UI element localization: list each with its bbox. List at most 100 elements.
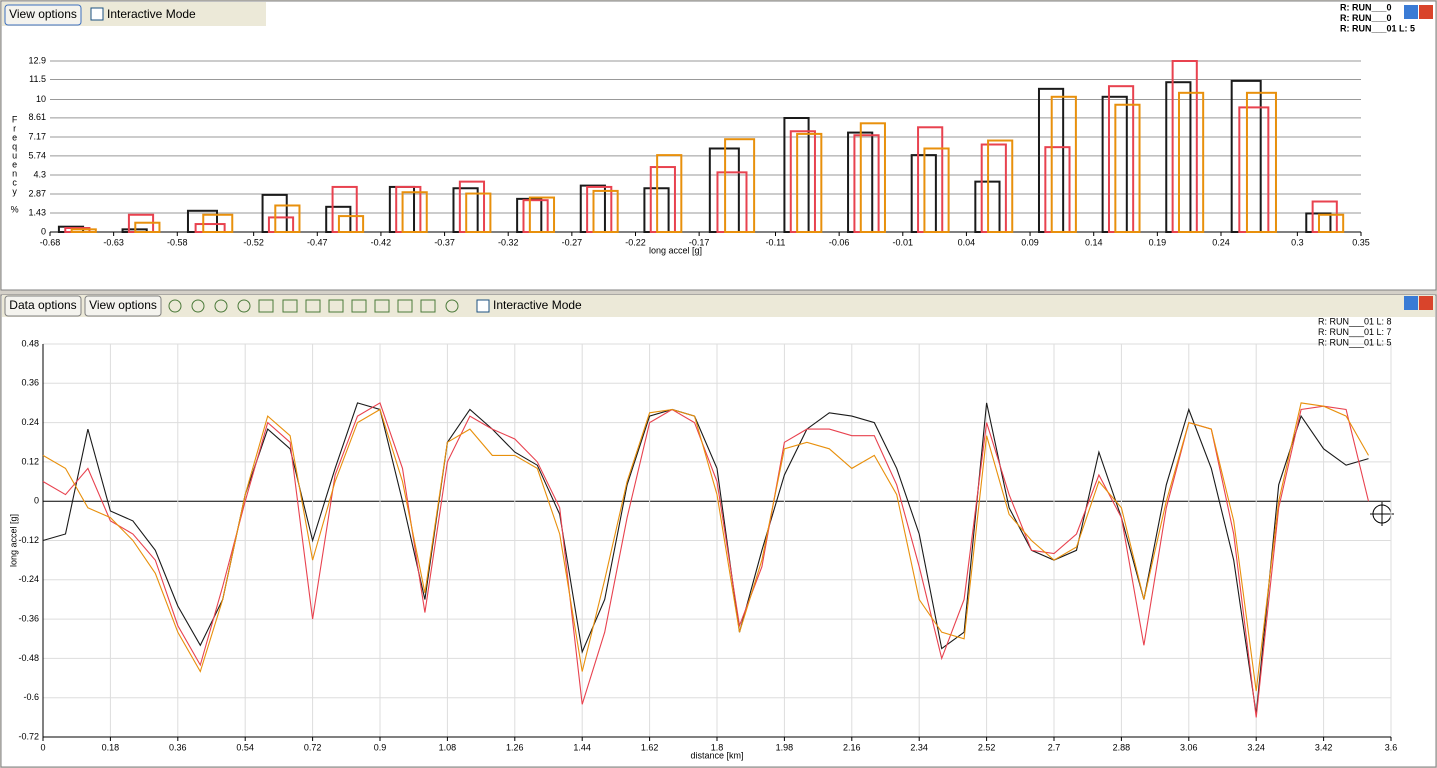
y-tick-label: 8.61 xyxy=(28,112,46,122)
histogram-bar xyxy=(401,191,428,233)
histogram-bar xyxy=(1317,213,1345,233)
button-label[interactable]: View options xyxy=(9,7,77,21)
pan-icon[interactable] xyxy=(328,299,344,313)
x-axis-label: distance [km] xyxy=(690,750,743,760)
checkbox[interactable] xyxy=(476,299,490,313)
button-label[interactable]: View options xyxy=(89,298,157,312)
zoom-icon[interactable] xyxy=(168,299,182,313)
histogram-bar xyxy=(1177,91,1205,234)
y-tick-label: 0.36 xyxy=(21,378,39,388)
histogram-bar xyxy=(70,228,97,233)
x-tick-label: 1.26 xyxy=(506,742,524,752)
move-icon[interactable] xyxy=(1404,5,1418,19)
x-tick-label: 0.36 xyxy=(169,742,187,752)
x-tick-label: 3.6 xyxy=(1385,742,1398,752)
legend-entry: R: RUN___0 xyxy=(1340,2,1392,12)
x-tick-label: 1.62 xyxy=(641,742,659,752)
legend-entry: R: RUN___0 xyxy=(1340,13,1392,23)
x-tick-label: 2.88 xyxy=(1113,742,1131,752)
y-tick-label: -0.6 xyxy=(23,692,39,702)
y-tick-label: 0.24 xyxy=(21,417,39,427)
y-tick-label: 7.17 xyxy=(28,131,46,141)
x-tick-label: 0.18 xyxy=(102,742,120,752)
y-tick-label: 0 xyxy=(34,496,39,506)
histogram-bar xyxy=(987,139,1014,233)
y-tick-label: -0.24 xyxy=(18,574,39,584)
axis-icon[interactable] xyxy=(374,299,390,313)
x-tick-label: -0.47 xyxy=(307,237,328,247)
x-tick-label: -0.27 xyxy=(562,237,583,247)
legend-entry: R: RUN___01 L: 7 xyxy=(1318,327,1392,337)
axis-icon[interactable] xyxy=(351,299,367,313)
close-icon[interactable] xyxy=(1419,296,1433,310)
y-tick-label: -0.48 xyxy=(18,653,39,663)
pan-icon[interactable] xyxy=(282,299,298,313)
checkbox-label[interactable]: Interactive Mode xyxy=(493,298,582,312)
legend-entry: R: RUN___01 L: 8 xyxy=(1318,316,1392,326)
button-label[interactable]: Data options xyxy=(9,298,76,312)
bottom-panel xyxy=(0,294,1437,768)
histogram-bar xyxy=(1114,103,1141,233)
histogram-bar xyxy=(202,213,234,233)
axis-icon[interactable] xyxy=(420,299,436,313)
x-tick-label: 0.54 xyxy=(236,742,254,752)
histogram-bar xyxy=(465,192,492,233)
x-tick-label: -0.63 xyxy=(103,237,124,247)
x-tick-label: 0.72 xyxy=(304,742,322,752)
x-tick-label: -0.06 xyxy=(829,237,850,247)
y-tick-label: 0.12 xyxy=(21,456,39,466)
data-options-button[interactable] xyxy=(4,295,82,317)
view-options-button[interactable] xyxy=(84,295,162,317)
x-tick-label: -0.17 xyxy=(689,237,710,247)
x-tick-label: 2.34 xyxy=(910,742,928,752)
zoom-out-icon[interactable] xyxy=(237,299,251,313)
axis-icon[interactable] xyxy=(397,299,413,313)
x-axis-label: long accel [g] xyxy=(649,245,702,255)
zoom-icon[interactable] xyxy=(191,299,205,313)
bottom-toolbar xyxy=(2,295,1435,317)
histogram-bar xyxy=(528,196,556,233)
x-tick-label: 0.9 xyxy=(374,742,387,752)
y-tick-label: 10 xyxy=(36,94,46,104)
x-tick-label: 0.19 xyxy=(1149,237,1167,247)
x-tick-label: -0.32 xyxy=(498,237,519,247)
y-tick-label: -0.36 xyxy=(18,613,39,623)
x-tick-label: 2.16 xyxy=(843,742,861,752)
x-tick-label: 0.14 xyxy=(1085,237,1103,247)
legend-entry: R: RUN___01 L: 5 xyxy=(1318,337,1392,347)
y-tick-label: 0.48 xyxy=(21,338,39,348)
pan-icon[interactable] xyxy=(305,299,321,313)
x-tick-label: 2.52 xyxy=(978,742,996,752)
histogram-bar xyxy=(592,189,619,234)
histogram-bar xyxy=(923,147,950,233)
y-tick-label: 4.3 xyxy=(33,169,46,179)
checkbox[interactable] xyxy=(90,7,104,21)
y-axis-label: Frequency % xyxy=(10,115,20,214)
histogram-bar xyxy=(724,138,756,233)
x-tick-label: -0.68 xyxy=(40,237,61,247)
y-tick-label: 5.74 xyxy=(28,150,46,160)
x-tick-label: 2.7 xyxy=(1048,742,1061,752)
histogram-bar xyxy=(337,215,365,233)
checkbox-label[interactable]: Interactive Mode xyxy=(107,7,196,21)
view-options-button[interactable] xyxy=(4,4,82,26)
zoom-in-icon[interactable] xyxy=(214,299,228,313)
y-tick-label: -0.72 xyxy=(18,731,39,741)
toolbar-icons xyxy=(168,299,459,313)
histogram-bar xyxy=(274,204,301,233)
histogram-bar xyxy=(796,132,823,234)
pan-icon[interactable] xyxy=(258,299,274,313)
move-icon[interactable] xyxy=(1404,296,1418,310)
y-tick-label: 0 xyxy=(41,226,46,236)
y-tick-label: 2.87 xyxy=(28,188,46,198)
x-tick-label: -0.11 xyxy=(766,237,786,247)
x-tick-label: -0.01 xyxy=(893,237,914,247)
histogram-bar xyxy=(1245,91,1277,234)
reset-icon[interactable] xyxy=(445,299,459,313)
close-icon[interactable] xyxy=(1419,5,1433,19)
x-tick-label: 1.08 xyxy=(439,742,457,752)
series-line xyxy=(42,402,1370,718)
y-tick-label: 12.9 xyxy=(28,55,46,65)
x-tick-label: 0.24 xyxy=(1212,237,1230,247)
x-tick-label: 0 xyxy=(40,742,45,752)
